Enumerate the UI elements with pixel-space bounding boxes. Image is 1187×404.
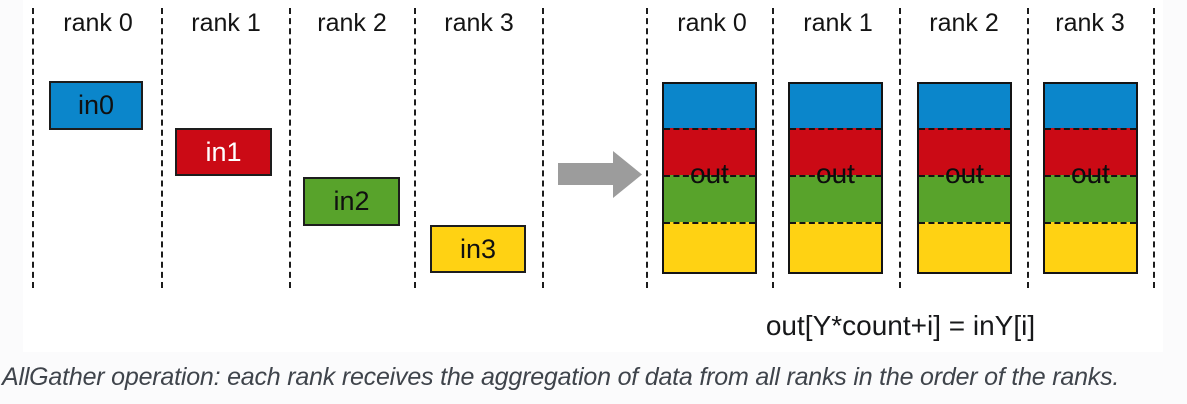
right-arrow-shape — [558, 151, 642, 198]
out-column-rank2: out — [917, 82, 1012, 274]
right-arrow-icon — [556, 150, 644, 200]
input-box-in2: in2 — [303, 177, 400, 226]
right-rank-label-1: rank 1 — [803, 9, 873, 37]
left-rank-label-1: rank 1 — [191, 9, 261, 37]
left-rank-label-0: rank 0 — [63, 9, 133, 37]
rank-separator-line — [772, 8, 774, 288]
right-rank-label-0: rank 0 — [677, 9, 747, 37]
left-rank-label-2: rank 2 — [317, 9, 387, 37]
out-segment-red — [919, 128, 1010, 175]
rank-separator-line — [1153, 8, 1155, 288]
out-segment-yellow — [790, 222, 881, 272]
input-box-in0: in0 — [49, 81, 143, 130]
out-segment-green — [664, 175, 755, 222]
out-segment-blue — [790, 84, 881, 128]
out-label: out — [690, 158, 729, 189]
input-box-label: in2 — [333, 186, 370, 216]
out-segment-red — [1045, 128, 1136, 175]
out-segment-blue — [664, 84, 755, 128]
out-segment-green — [1045, 175, 1136, 222]
out-label: out — [1071, 158, 1110, 189]
input-box-label: in3 — [459, 233, 497, 264]
out-segment-yellow — [1045, 222, 1136, 272]
rank-separator-line — [414, 8, 416, 288]
out-segment-yellow — [664, 222, 755, 272]
out-segment-green — [790, 175, 881, 222]
input-box-in1: in1 — [175, 128, 272, 176]
out-label: out — [945, 158, 984, 189]
input-box-label: in1 — [205, 136, 242, 167]
input-box-in3: in3 — [430, 225, 526, 273]
out-segment-green — [919, 175, 1010, 222]
out-segment-red — [790, 128, 881, 175]
right-rank-label-3: rank 3 — [1055, 9, 1125, 37]
out-column-rank1: out — [788, 82, 883, 274]
out-label: out — [816, 158, 855, 189]
out-segment-red — [664, 128, 755, 175]
right-rank-label-2: rank 2 — [929, 9, 999, 37]
out-segment-yellow — [919, 222, 1010, 272]
left-rank-label-3: rank 3 — [444, 9, 514, 37]
rank-separator-line — [646, 8, 648, 288]
rank-separator-line — [32, 8, 34, 288]
rank-separator-line — [899, 8, 901, 288]
out-segment-blue — [1045, 84, 1136, 128]
rank-separator-line — [289, 8, 291, 288]
out-column-rank0: out — [662, 82, 757, 274]
out-segment-blue — [919, 84, 1010, 128]
input-box-label: in0 — [77, 90, 115, 120]
rank-separator-line — [161, 8, 163, 288]
rank-separator-line — [542, 8, 544, 288]
figure-caption: AllGather operation: each rank receives … — [2, 363, 1120, 391]
formula-text: out[Y*count+i] = inY[i] — [765, 310, 1036, 341]
rank-separator-line — [1027, 8, 1029, 288]
out-column-rank3: out — [1043, 82, 1138, 274]
